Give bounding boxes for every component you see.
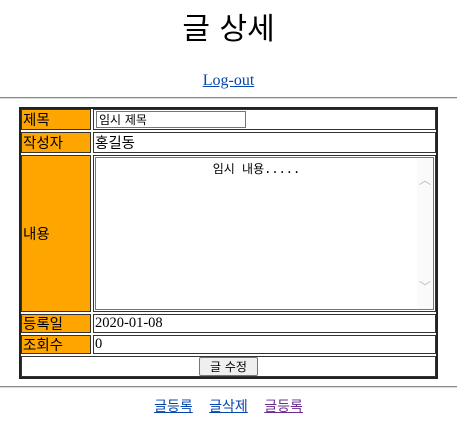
author-row: 작성자 홍길동 (21, 132, 436, 153)
date-label: 등록일 (21, 314, 91, 333)
divider-top (0, 97, 457, 99)
views-value: 0 (93, 335, 436, 354)
delete-post-link[interactable]: 글삭제 (209, 399, 248, 415)
title-label: 제목 (21, 109, 91, 130)
content-textarea[interactable]: 임시 내용..... (95, 157, 434, 310)
register-post-link-visited[interactable]: 글등록 (264, 399, 303, 415)
logout-link[interactable]: Log-out (202, 72, 255, 89)
date-row: 등록일 2020-01-08 (21, 314, 436, 333)
views-row: 조회수 0 (21, 335, 436, 354)
title-input[interactable] (96, 111, 246, 128)
edit-post-button[interactable]: 글 수정 (199, 357, 258, 376)
divider-bottom (0, 386, 457, 388)
author-label: 작성자 (21, 132, 91, 153)
register-post-link[interactable]: 글등록 (154, 399, 193, 415)
textarea-scrollbar[interactable]: ︿ ﹀ (417, 158, 433, 309)
author-value: 홍길동 (93, 132, 436, 153)
footer-links: 글등록 글삭제 글등록 (0, 396, 457, 416)
date-value: 2020-01-08 (93, 314, 436, 333)
content-label: 내용 (21, 155, 91, 312)
post-detail-table: 제목 작성자 홍길동 내용 임시 내용..... ︿ ﹀ 등록일 2020-01… (19, 107, 438, 379)
scroll-up-icon[interactable]: ︿ (418, 173, 431, 187)
content-row: 내용 임시 내용..... ︿ ﹀ (21, 155, 436, 312)
logout-container: Log-out (0, 72, 457, 90)
submit-cell: 글 수정 (21, 356, 436, 377)
views-label: 조회수 (21, 335, 91, 354)
scroll-down-icon[interactable]: ﹀ (418, 280, 431, 294)
page-title: 글 상세 (182, 12, 275, 47)
submit-row: 글 수정 (21, 356, 436, 377)
title-row: 제목 (21, 109, 436, 130)
title-cell (93, 109, 436, 130)
content-cell: 임시 내용..... ︿ ﹀ (93, 155, 436, 312)
